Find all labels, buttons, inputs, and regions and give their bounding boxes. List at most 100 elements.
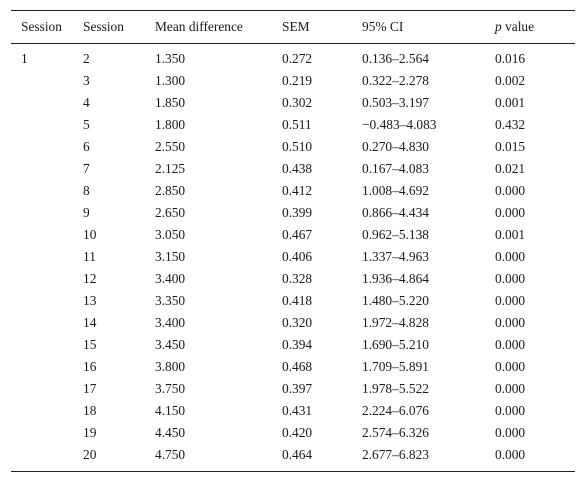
cell-sem: 0.468 [282,359,313,374]
cell-p-value: 0.000 [495,359,526,374]
cell-session: 8 [83,183,90,198]
cell-session-group [11,356,83,378]
cell-ci: 1.972–4.828 [362,315,429,330]
table-row: 20 4.750 0.464 2.677–6.823 0.000 [11,444,575,472]
cell-sem: 0.272 [282,51,313,66]
cell-sem: 0.406 [282,249,313,264]
cell-mean-difference: 3.800 [155,359,186,374]
cell-mean-difference: 4.750 [155,447,186,462]
cell-p-value: 0.001 [495,227,526,242]
cell-mean-difference: 2.850 [155,183,186,198]
table-row: 4 1.850 0.302 0.503–3.197 0.001 [11,92,575,114]
cell-sem: 0.397 [282,381,313,396]
cell-p-value: 0.021 [495,161,526,176]
cell-ci: 2.677–6.823 [362,447,429,462]
cell-mean-difference: 4.450 [155,425,186,440]
cell-p-value: 0.001 [495,95,526,110]
cell-p-value: 0.000 [495,425,526,440]
table-row: 11 3.150 0.406 1.337–4.963 0.000 [11,246,575,268]
table-row: 17 3.750 0.397 1.978–5.522 0.000 [11,378,575,400]
cell-sem: 0.394 [282,337,313,352]
cell-ci: 0.503–3.197 [362,95,429,110]
cell-session: 13 [83,293,97,308]
table-row: 16 3.800 0.468 1.709–5.891 0.000 [11,356,575,378]
cell-session: 18 [83,403,97,418]
header-row: Session Session Mean difference SEM 95% … [11,10,575,44]
cell-session-group [11,378,83,400]
cell-session: 12 [83,271,97,286]
cell-session-group [11,136,83,158]
cell-session-group [11,114,83,136]
cell-mean-difference: 3.750 [155,381,186,396]
cell-mean-difference: 4.150 [155,403,186,418]
table-row: 18 4.150 0.431 2.224–6.076 0.000 [11,400,575,422]
table-row: 10 3.050 0.467 0.962–5.138 0.001 [11,224,575,246]
table-row: 9 2.650 0.399 0.866–4.434 0.000 [11,202,575,224]
cell-session: 4 [83,95,90,110]
header-sem: SEM [282,19,310,34]
cell-sem: 0.438 [282,161,313,176]
cell-p-value: 0.000 [495,315,526,330]
table-row: 14 3.400 0.320 1.972–4.828 0.000 [11,312,575,334]
cell-p-value: 0.000 [495,205,526,220]
table-row: 6 2.550 0.510 0.270–4.830 0.015 [11,136,575,158]
cell-mean-difference: 3.350 [155,293,186,308]
cell-session: 15 [83,337,97,352]
cell-ci: 1.690–5.210 [362,337,429,352]
cell-ci: 1.978–5.522 [362,381,429,396]
cell-session-group [11,312,83,334]
cell-session: 11 [83,249,96,264]
table-row: 12 3.400 0.328 1.936–4.864 0.000 [11,268,575,290]
cell-mean-difference: 1.350 [155,51,186,66]
cell-sem: 0.302 [282,95,313,110]
cell-sem: 0.418 [282,293,313,308]
cell-session: 9 [83,205,90,220]
cell-p-value: 0.000 [495,337,526,352]
header-p-suffix: value [501,19,535,34]
cell-ci: 0.866–4.434 [362,205,429,220]
cell-session-group [11,422,83,444]
cell-mean-difference: 1.850 [155,95,186,110]
cell-sem: 0.431 [282,403,313,418]
cell-mean-difference: 2.550 [155,139,186,154]
cell-ci: 1.936–4.864 [362,271,429,286]
cell-sem: 0.399 [282,205,313,220]
cell-ci: 2.574–6.326 [362,425,429,440]
cell-p-value: 0.016 [495,51,526,66]
cell-ci: −0.483–4.083 [362,117,437,132]
cell-sem: 0.420 [282,425,313,440]
table-header: Session Session Mean difference SEM 95% … [11,10,575,44]
table-row: 13 3.350 0.418 1.480–5.220 0.000 [11,290,575,312]
cell-p-value: 0.000 [495,293,526,308]
cell-p-value: 0.000 [495,403,526,418]
cell-session-group [11,202,83,224]
table-body: 1 2 1.350 0.272 0.136–2.564 0.016 3 1.300 0.219 0… [11,44,575,472]
cell-mean-difference: 3.400 [155,271,186,286]
header-p-symbol: p [495,19,502,34]
cell-session: 16 [83,359,97,374]
cell-session-group [11,224,83,246]
cell-ci: 0.270–4.830 [362,139,429,154]
header-ci: 95% CI [362,19,404,34]
cell-sem: 0.320 [282,315,313,330]
cell-mean-difference: 3.150 [155,249,186,264]
cell-session-group [11,92,83,114]
cell-session: 17 [83,381,97,396]
cell-ci: 2.224–6.076 [362,403,429,418]
cell-mean-difference: 1.800 [155,117,186,132]
cell-ci: 1.480–5.220 [362,293,429,308]
cell-p-value: 0.000 [495,381,526,396]
cell-session: 3 [83,73,90,88]
cell-sem: 0.467 [282,227,313,242]
cell-sem: 0.511 [282,117,312,132]
cell-session-group [11,70,83,92]
cell-session: 10 [83,227,97,242]
table-row: 15 3.450 0.394 1.690–5.210 0.000 [11,334,575,356]
cell-ci: 0.962–5.138 [362,227,429,242]
header-session-b: Session [83,19,124,34]
table-row: 19 4.450 0.420 2.574–6.326 0.000 [11,422,575,444]
cell-sem: 0.412 [282,183,313,198]
cell-session-group [11,268,83,290]
cell-p-value: 0.000 [495,447,526,462]
header-p-value: p value [495,11,575,44]
